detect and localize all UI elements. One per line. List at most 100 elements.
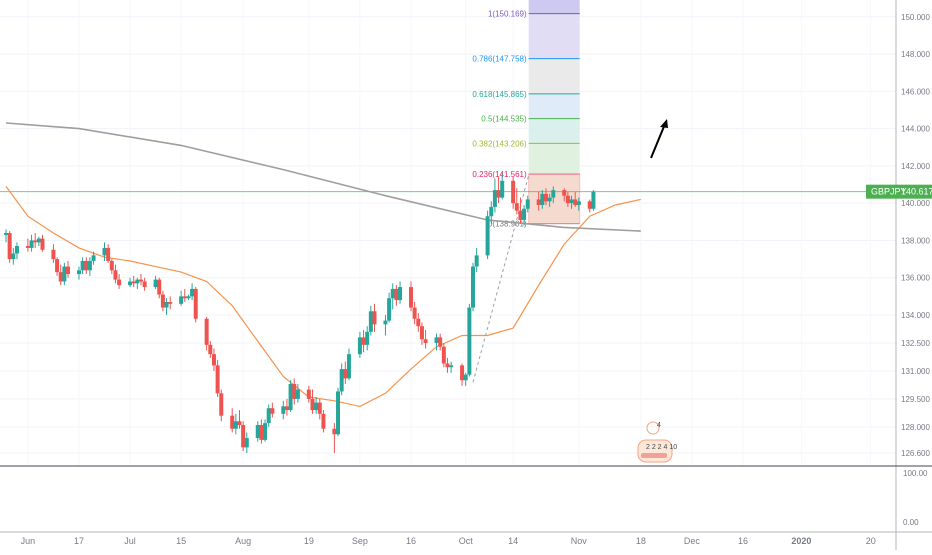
candle-body	[33, 240, 38, 243]
price-tick-label: 128.000	[901, 423, 930, 432]
candle-body	[471, 266, 476, 308]
ma-slow-line	[5, 122, 641, 232]
last-price-label: 140.617	[901, 187, 932, 197]
candle-body	[332, 428, 337, 435]
candle-body	[168, 301, 173, 304]
time-tick-label: Jul	[124, 536, 136, 546]
up-arrow-icon	[660, 119, 668, 128]
candle-body	[587, 201, 592, 209]
candle-body	[211, 354, 216, 366]
candle-body	[562, 190, 567, 196]
candle-body	[518, 210, 523, 220]
candle-body	[383, 320, 388, 325]
candle-body	[138, 279, 143, 282]
candle-body	[346, 354, 351, 379]
time-tick-label: Jun	[21, 536, 36, 546]
candle-body	[230, 415, 235, 429]
candlestick-series	[4, 173, 596, 453]
candle-body	[29, 240, 34, 248]
candle-body	[266, 408, 271, 424]
candle-body	[219, 393, 224, 416]
candle-body	[336, 391, 341, 435]
candle-body	[233, 421, 238, 429]
candle-body	[153, 279, 158, 288]
candle-body	[11, 253, 16, 260]
candle-body	[36, 238, 41, 243]
fib-level-label: 0.382(143.206)	[472, 139, 527, 148]
candle-body	[128, 281, 133, 286]
candle-body	[204, 318, 209, 345]
candle-body	[543, 193, 548, 202]
candle-body	[565, 195, 570, 204]
candle-body	[540, 193, 545, 206]
price-tick-label: 129.500	[901, 395, 930, 404]
candle-body	[438, 337, 443, 347]
candle-body	[255, 424, 260, 439]
candle-body	[321, 413, 326, 429]
candle-body	[84, 260, 89, 271]
candle-body	[62, 266, 67, 282]
candle-body	[208, 344, 213, 355]
candle-body	[281, 406, 286, 414]
candle-body	[489, 206, 494, 217]
candle-body	[569, 199, 574, 204]
candle-body	[131, 281, 136, 284]
badge-ring-icon	[646, 421, 660, 435]
candle-body	[182, 296, 187, 299]
candle-body	[288, 383, 293, 411]
indicator-tick-label: 100.00	[903, 469, 928, 478]
candle-body	[237, 421, 242, 425]
candle-body	[398, 287, 403, 301]
candle-body	[76, 270, 81, 275]
time-tick-label: Aug	[235, 536, 251, 546]
candle-body	[416, 318, 421, 327]
time-axis[interactable]: Jun 17 Jul 15 Aug 19 Sep 16 Oct 14 Nov 18 Dec 16 2020 2…	[21, 536, 876, 546]
symbol-badge	[866, 184, 932, 199]
candle-body	[390, 288, 395, 299]
fib-zone-top	[528, 0, 580, 14]
price-tick-label: 138.000	[901, 236, 930, 245]
candle-body	[102, 247, 107, 256]
price-tick-label: 136.000	[901, 274, 930, 283]
fib-zone	[528, 58, 580, 94]
price-tick-label: 131.000	[901, 367, 930, 376]
candle-body	[474, 255, 479, 267]
candle-body	[576, 201, 581, 206]
candle-body	[295, 389, 300, 399]
candle-body	[190, 288, 195, 297]
candle-body	[55, 259, 60, 273]
candle-body	[117, 279, 122, 286]
swing-range-box	[528, 173, 581, 225]
price-tick-label: 142.000	[901, 162, 930, 171]
time-tick-label: 15	[176, 536, 186, 546]
badge-counts: 2 2 2 4 10	[646, 444, 677, 451]
candle-body	[387, 298, 392, 321]
badge-bar-icon	[641, 453, 667, 458]
candle-body	[522, 208, 527, 220]
candle-body	[106, 247, 111, 261]
fib-level-label: 0.786(147.758)	[472, 55, 527, 64]
time-tick-label: Dec	[684, 536, 701, 546]
candle-body	[525, 199, 530, 209]
candle-body	[160, 294, 165, 308]
indicator-tick-label: 0.00	[903, 518, 919, 527]
candle-body	[284, 406, 289, 411]
candle-body	[80, 260, 85, 271]
candle-body	[263, 423, 268, 440]
candle-body	[357, 337, 362, 355]
time-tick-label: 16	[406, 536, 416, 546]
candle-body	[259, 424, 264, 440]
candle-body	[492, 190, 497, 207]
fib-level-label: 0.236(141.561)	[472, 170, 527, 179]
candle-body	[244, 438, 249, 448]
candle-body	[361, 337, 366, 345]
price-tick-label: 140.000	[901, 199, 930, 208]
candle-body	[547, 197, 552, 202]
time-tick-label: 14	[508, 536, 518, 546]
candle-body	[270, 408, 275, 414]
time-tick-label: 20	[866, 536, 876, 546]
candle-body	[573, 199, 578, 206]
